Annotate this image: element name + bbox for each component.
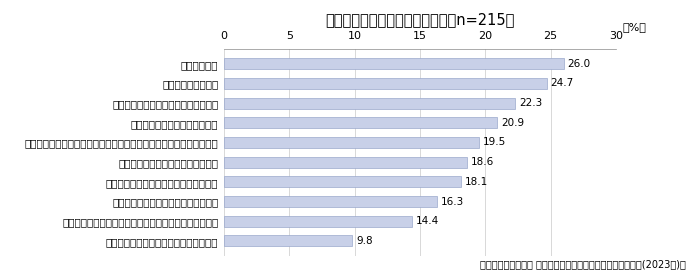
Bar xyxy=(224,58,564,69)
Text: 9.8: 9.8 xyxy=(356,236,372,246)
Text: 19.5: 19.5 xyxy=(483,137,506,147)
Text: 18.1: 18.1 xyxy=(464,177,488,187)
Bar xyxy=(224,78,547,89)
Text: 14.4: 14.4 xyxy=(416,216,440,226)
Bar xyxy=(224,196,437,207)
Text: 16.3: 16.3 xyxy=(441,196,464,206)
Text: 18.6: 18.6 xyxy=(471,157,494,167)
Text: （%）: （%） xyxy=(622,22,646,32)
Title: 直近５年で見直した普段の掃除（n=215）: 直近５年で見直した普段の掃除（n=215） xyxy=(326,12,514,27)
Bar xyxy=(224,137,479,148)
Bar xyxy=(224,177,461,187)
Text: 積水ハウス株式会社 住生活研究所「年始に向けた大掃除調査(2023年)」: 積水ハウス株式会社 住生活研究所「年始に向けた大掃除調査(2023年)」 xyxy=(480,259,686,269)
Bar xyxy=(224,98,515,109)
Bar xyxy=(224,157,467,168)
Bar xyxy=(224,118,497,128)
Bar xyxy=(224,216,412,227)
Text: 26.0: 26.0 xyxy=(568,59,591,69)
Text: 22.3: 22.3 xyxy=(519,98,542,108)
Text: 20.9: 20.9 xyxy=(501,118,524,128)
Bar xyxy=(224,236,352,246)
Text: 24.7: 24.7 xyxy=(551,78,574,88)
